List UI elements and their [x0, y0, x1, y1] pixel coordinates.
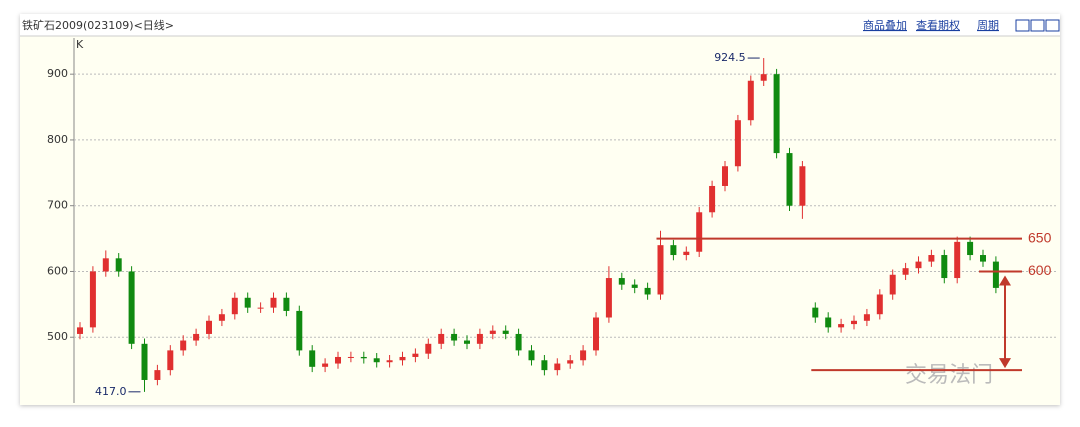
link[interactable]: 查看期权: [916, 18, 960, 32]
candle-body: [102, 258, 109, 272]
candle-body: [322, 363, 329, 367]
candle-body: [554, 363, 561, 371]
candle-body: [476, 333, 483, 344]
candle-body: [425, 343, 432, 354]
candle-body: [438, 333, 445, 344]
candle-body: [992, 261, 999, 288]
candle-body: [528, 350, 535, 361]
candle-body: [734, 120, 741, 167]
candle-body: [747, 80, 754, 121]
candle-body: [399, 356, 406, 361]
link[interactable]: 商品叠加: [863, 18, 907, 32]
candle-body: [670, 245, 677, 256]
candle-body: [77, 327, 83, 334]
candle-body: [967, 241, 974, 256]
candle-body: [954, 241, 961, 279]
candle-body: [270, 297, 277, 308]
candle-body: [773, 74, 780, 154]
candle-body: [244, 297, 251, 308]
y-tick-label: 500: [47, 330, 68, 343]
candle-body: [786, 153, 793, 206]
candle-body: [644, 287, 651, 295]
arrow-head: [999, 275, 1011, 369]
candle-body: [257, 307, 264, 309]
candle-body: [502, 330, 509, 334]
candle-body: [709, 185, 716, 213]
candle-body: [580, 350, 587, 361]
y-tick-label: 900: [47, 67, 68, 80]
candle-body: [902, 268, 909, 275]
candle-body: [464, 340, 470, 344]
candle-body: [206, 320, 212, 334]
y-tick-label: 600: [47, 264, 68, 277]
candle-body: [683, 251, 690, 256]
candle-body: [89, 271, 96, 328]
watermark: 交易法门: [905, 363, 993, 388]
candle-body: [799, 166, 806, 206]
candle-body: [941, 255, 948, 279]
annotation: 417.0: [95, 385, 127, 398]
candle-body: [980, 255, 986, 262]
candle-body: [567, 360, 574, 364]
candle-body: [451, 333, 458, 341]
candle-body: [167, 350, 174, 371]
candle-body: [489, 330, 496, 334]
candle-body: [722, 166, 728, 186]
candle-body: [618, 278, 625, 285]
candle-body: [812, 307, 819, 318]
candle-body: [193, 333, 200, 341]
header-bar: [20, 14, 1060, 36]
candle-body: [412, 353, 419, 357]
candle-body: [360, 356, 367, 359]
candle-body: [386, 360, 393, 363]
candle-body: [889, 274, 896, 295]
candle-body: [154, 370, 161, 380]
candle-body: [696, 212, 703, 252]
candle-body: [347, 356, 354, 358]
candle-body: [876, 294, 883, 315]
candle-body: [296, 310, 303, 351]
candle-body: [541, 360, 548, 371]
candle-body: [335, 356, 341, 364]
candle-body: [838, 324, 845, 328]
level-label: 650: [1028, 229, 1052, 245]
window-buttons[interactable]: [1015, 19, 1060, 32]
candle-body: [141, 343, 148, 380]
annotation: 924.5: [714, 51, 746, 64]
link[interactable]: 周期: [977, 19, 999, 32]
candle-body: [657, 245, 664, 295]
axis-label: K: [76, 38, 84, 51]
candle-body: [915, 261, 922, 269]
candle-body: [928, 255, 935, 262]
candle-body: [863, 314, 870, 321]
chart-title: 铁矿石2009(023109)<日线>: [22, 18, 174, 32]
candle-body: [218, 314, 225, 321]
y-tick-label: 800: [47, 133, 68, 146]
candle-body: [231, 297, 238, 315]
candle-body: [593, 317, 599, 351]
level-label: 600: [1028, 262, 1052, 278]
candle-body: [283, 297, 290, 311]
candle-body: [851, 320, 857, 325]
candle-body: [605, 278, 612, 318]
candle-body: [631, 284, 638, 288]
candle-body: [309, 350, 316, 367]
candle-body: [760, 74, 767, 81]
candle-body: [115, 258, 122, 272]
candle-body: [373, 358, 380, 363]
y-tick-label: 700: [47, 199, 68, 212]
panel: [20, 14, 1060, 405]
candle-body: [128, 271, 135, 344]
candle-body: [825, 317, 832, 328]
candle-body: [180, 340, 187, 351]
candle-body: [515, 333, 522, 351]
